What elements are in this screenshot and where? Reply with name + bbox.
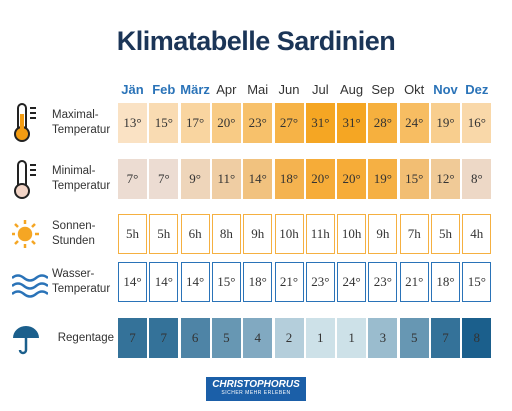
- table-cell: 5h: [149, 214, 179, 254]
- table-cell: 3: [368, 318, 398, 358]
- table-cell: 2: [274, 318, 304, 358]
- table-cell: 7: [431, 318, 460, 358]
- row-label: Wasser- Temperatur: [52, 267, 114, 297]
- row-label-line: Regentage: [57, 331, 114, 344]
- table-cell: 15°: [149, 103, 179, 143]
- table-cell: 12°: [431, 159, 460, 199]
- table-cell: 24°: [337, 262, 367, 302]
- row-label-line: Temperatur: [52, 180, 111, 192]
- row-label-line: Temperatur: [52, 124, 111, 136]
- table-cell: 16°: [462, 103, 492, 143]
- table-cell: 1: [305, 318, 335, 358]
- table-cell: 18°: [431, 262, 460, 302]
- thermometer-cold-icon: [14, 160, 36, 199]
- table-cell: 7: [149, 318, 179, 358]
- title: Klimatabelle Sardinien: [116, 26, 396, 56]
- table-cell: 5h: [118, 214, 147, 254]
- month-label: Jun: [278, 82, 300, 97]
- table-cell: 15°: [399, 159, 429, 199]
- umbrella-icon: [13, 326, 39, 355]
- table-cell: 20°: [211, 103, 241, 143]
- icons: [12, 103, 48, 355]
- row-label: Minimal- Temperatur: [52, 164, 114, 194]
- table-cell: 14°: [243, 159, 273, 199]
- month-label: Apr: [216, 82, 237, 97]
- table-cell: 31°: [337, 103, 367, 143]
- table-cell: 7°: [149, 159, 179, 199]
- table-cell: 28°: [368, 103, 398, 143]
- table-cell: 9h: [243, 214, 273, 254]
- row-label-line: Maximal-: [52, 109, 99, 121]
- waves-icon: [12, 274, 48, 298]
- row-label-line: Minimal-: [52, 165, 96, 177]
- month-label: Okt: [404, 82, 425, 97]
- table-cell: 21°: [399, 262, 429, 302]
- logo-slogan: SICHER MEHR ERLEBEN: [221, 390, 291, 396]
- table-cell: 8°: [462, 159, 492, 199]
- table-cell: 20°: [337, 159, 367, 199]
- table-cell: 15°: [211, 262, 241, 302]
- sun-icon: [12, 220, 39, 248]
- table-cell: 18°: [274, 159, 304, 199]
- table-cell: 23°: [305, 262, 335, 302]
- table-cell: 4: [243, 318, 273, 358]
- table-cell: 5h: [431, 214, 460, 254]
- table-cell: 14°: [149, 262, 179, 302]
- table-cell: 15°: [462, 262, 492, 302]
- table-cell: 6: [180, 318, 210, 358]
- table-cell: 11h: [305, 214, 335, 254]
- table-cell: 7: [118, 318, 147, 358]
- table-cell: 31°: [305, 103, 335, 143]
- table-cell: 9°: [180, 159, 210, 199]
- table-cell: 17°: [180, 103, 210, 143]
- row-label-line: Wasser-: [52, 268, 95, 280]
- table-cell: 19°: [368, 159, 398, 199]
- table-cell: 5: [399, 318, 429, 358]
- table-cell: 20°: [305, 159, 335, 199]
- row-label: Sonnen- Stunden: [52, 219, 114, 249]
- table-cell: 4h: [462, 214, 492, 254]
- row-label-line: Stunden: [52, 235, 95, 247]
- row-label: Regentage: [52, 331, 114, 346]
- table-cell: 24°: [399, 103, 429, 143]
- logo-name: CHRISTOPHORUS: [212, 379, 300, 390]
- month-label: Sep: [371, 82, 395, 97]
- table-cell: 10h: [274, 214, 304, 254]
- table-cell: 7°: [118, 159, 147, 199]
- table-cell: 19°: [431, 103, 460, 143]
- table-cell: 7h: [399, 214, 429, 254]
- thermometer-hot-icon: [14, 103, 36, 142]
- table-cell: 14°: [180, 262, 210, 302]
- month-label: Jul: [311, 82, 329, 97]
- table-cell: 23°: [243, 103, 273, 143]
- table-cell: 21°: [274, 262, 304, 302]
- table-cell: 14°: [118, 262, 147, 302]
- month-label: Mai: [247, 82, 269, 97]
- table-cell: 10h: [337, 214, 367, 254]
- month-label: März: [180, 82, 210, 97]
- row-label-line: Sonnen-: [52, 220, 96, 232]
- table-cell: 8h: [211, 214, 241, 254]
- month-label: Nov: [433, 82, 458, 97]
- month-label: Jän: [121, 82, 144, 97]
- logo: CHRISTOPHORUS SICHER MEHR ERLEBEN: [206, 377, 306, 401]
- table-cell: 1: [337, 318, 367, 358]
- month-label: Dez: [465, 82, 489, 97]
- month-label: Feb: [152, 82, 176, 97]
- row-label-line: Temperatur: [52, 283, 111, 295]
- table-cell: 23°: [368, 262, 398, 302]
- table-cell: 11°: [211, 159, 241, 199]
- table-cell: 9h: [368, 214, 398, 254]
- table-cell: 27°: [274, 103, 304, 143]
- table-cell: 5: [211, 318, 241, 358]
- month-label: Aug: [340, 82, 364, 97]
- table-cell: 13°: [118, 103, 147, 143]
- row-label: Maximal- Temperatur: [52, 108, 114, 138]
- table-cell: 8: [462, 318, 492, 358]
- table-cell: 6h: [180, 214, 210, 254]
- table-cell: 18°: [243, 262, 273, 302]
